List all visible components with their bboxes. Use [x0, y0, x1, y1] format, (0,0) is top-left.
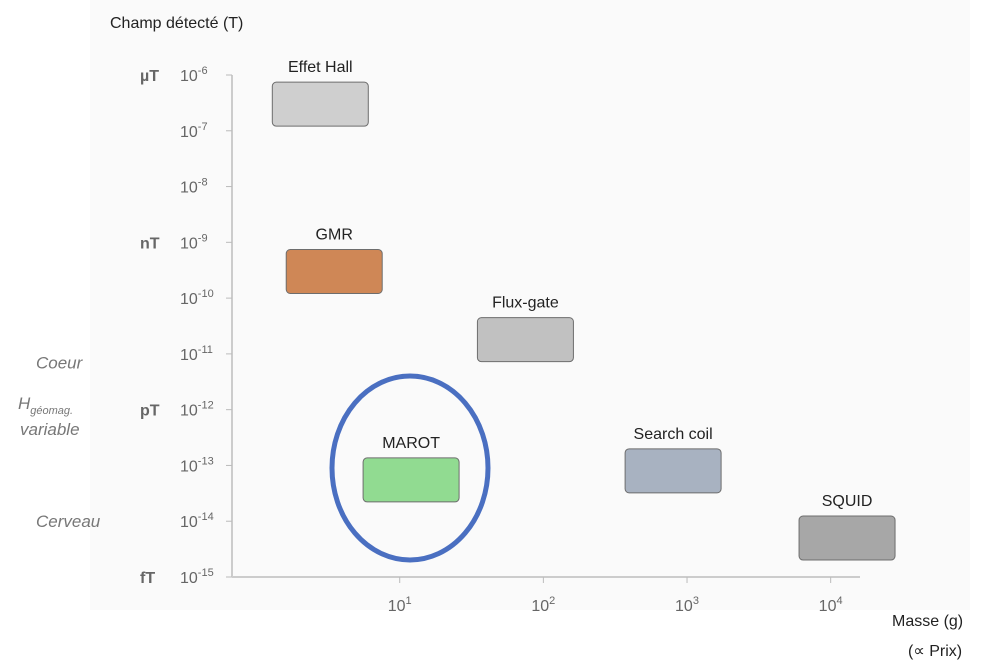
- y-tick-label: 10-9: [180, 232, 208, 252]
- x-tick-label: 103: [675, 595, 699, 615]
- y-tick-label: 10-14: [180, 511, 214, 531]
- annotation-symbol: H: [18, 394, 31, 413]
- sensor-label: GMR: [316, 226, 353, 243]
- annotation-text: Hgéomag.: [18, 394, 73, 417]
- x-axis-title: Masse (g): [892, 613, 963, 630]
- sensor-label: SQUID: [822, 493, 873, 510]
- side-annotation: Hgéomag. variable: [18, 394, 80, 439]
- x-tick-label: 102: [531, 595, 555, 615]
- highlight-ellipse: [329, 373, 491, 563]
- y-tick-label: 10-13: [180, 455, 214, 475]
- unit-label: nT: [140, 235, 160, 252]
- unit-label: fT: [140, 570, 155, 587]
- sensor-label: Effet Hall: [288, 59, 353, 76]
- y-tick-label: 10-8: [180, 177, 208, 197]
- sensor-image: [271, 81, 369, 127]
- side-annotation: Cerveau: [36, 512, 101, 531]
- side-annotation: Coeur: [36, 354, 84, 373]
- sensor-image: [624, 448, 722, 494]
- sensor-label: MAROT: [382, 435, 440, 452]
- y-tick-label: 10-10: [180, 288, 214, 308]
- y-axis-title: Champ détecté (T): [110, 15, 243, 32]
- y-tick-label: 10-15: [180, 567, 214, 587]
- y-tick-label: 10-12: [180, 400, 214, 420]
- unit-label: µT: [140, 68, 159, 85]
- sensor-image: [362, 457, 460, 503]
- annotation-text: Cerveau: [36, 512, 101, 531]
- y-tick-label: 10-6: [180, 65, 208, 85]
- sensor-label: Flux-gate: [492, 295, 559, 312]
- x-tick-label: 104: [819, 595, 843, 615]
- plot-background: [90, 0, 970, 610]
- annotation-text: Coeur: [36, 354, 84, 373]
- annotation-subscript: géomag.: [30, 405, 73, 417]
- x-axis-subtitle: (∝ Prix): [908, 643, 962, 660]
- unit-label: pT: [140, 403, 160, 420]
- annotation-text: variable: [20, 420, 80, 439]
- sensor-label: Search coil: [634, 426, 713, 443]
- sensor-image: [476, 317, 574, 363]
- sensor-image: [285, 248, 383, 294]
- y-tick-label: 10-11: [180, 344, 213, 364]
- sensor-image: [798, 515, 896, 561]
- y-tick-label: 10-7: [180, 121, 208, 141]
- x-tick-label: 101: [388, 595, 412, 615]
